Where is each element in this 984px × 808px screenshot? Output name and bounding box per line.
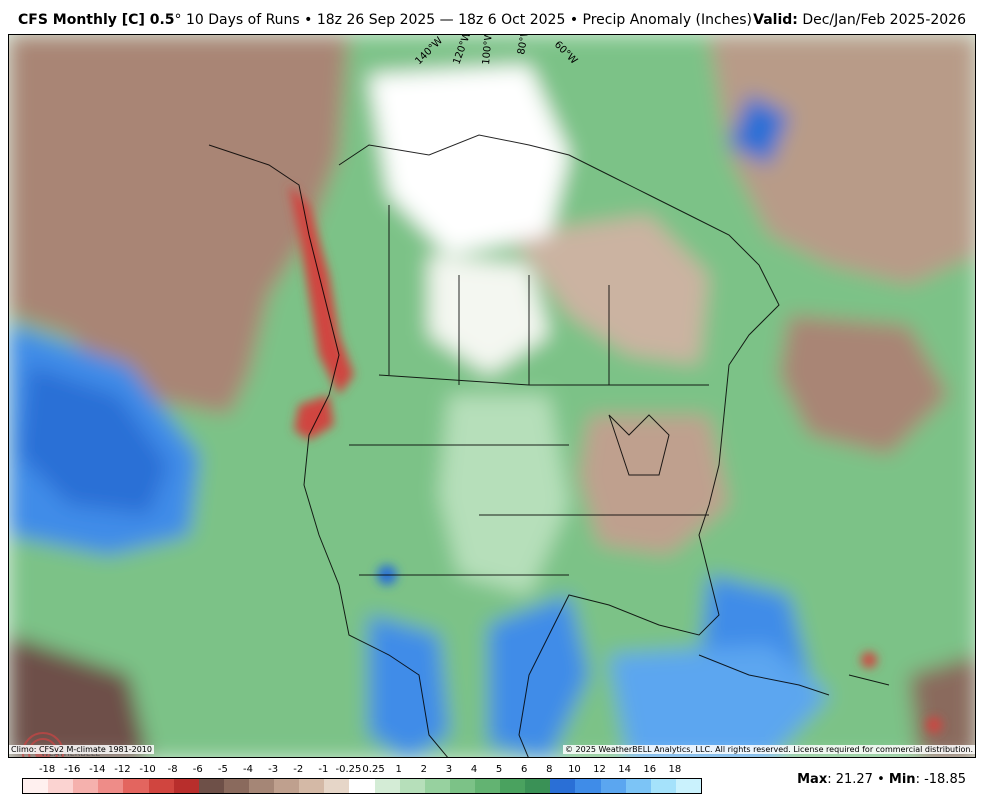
legend-swatch — [48, 779, 74, 793]
run-info: 10 Days of Runs • 18z 26 Sep 2025 — 18z … — [185, 12, 752, 28]
max-value: 21.27 — [835, 772, 873, 787]
legend-swatch — [525, 779, 551, 793]
legend-swatch — [449, 779, 475, 793]
legend-tick-label: 12 — [593, 764, 606, 775]
map-panel[interactable]: 140°W 120°W 100°W 80°W 60°W WEATHERBELL — [8, 34, 976, 758]
legend-tick-label: -1 — [318, 764, 329, 775]
legend-tick-label: -10 — [139, 764, 156, 775]
legend-swatch — [98, 779, 124, 793]
legend-tick-label: -8 — [167, 764, 178, 775]
legend-tick-label: 16 — [643, 764, 657, 775]
legend-swatch — [675, 779, 701, 793]
legend-tick-label: 0.25 — [362, 764, 385, 775]
header: CFS Monthly [C] 0.5° 10 Days of Runs • 1… — [0, 0, 984, 34]
legend-tick-label: -2 — [293, 764, 304, 775]
valid-label: Valid: — [753, 12, 798, 28]
legend-tick-label: -12 — [114, 764, 131, 775]
legend-swatch — [123, 779, 149, 793]
max-label: Max — [797, 772, 828, 787]
legend-tick-label: -3 — [268, 764, 279, 775]
lon-label-100w: 100°W — [481, 35, 495, 65]
legend-swatch — [73, 779, 99, 793]
legend-swatch — [324, 779, 350, 793]
legend-tick-label: -14 — [89, 764, 106, 775]
legend-swatch — [600, 779, 626, 793]
legend-swatch — [625, 779, 651, 793]
legend-tick-label: 6 — [521, 764, 528, 775]
legend-tick-label: -6 — [192, 764, 203, 775]
legend-swatch — [399, 779, 425, 793]
stats-separator: • — [877, 772, 885, 787]
climo-credit: Climo: CFSv2 M-climate 1981-2010 — [9, 745, 154, 754]
legend-swatch — [299, 779, 325, 793]
legend-swatch — [223, 779, 249, 793]
legend-tick-label: 8 — [546, 764, 553, 775]
legend-swatch — [173, 779, 199, 793]
legend-tick-label: 4 — [470, 764, 478, 775]
legend-swatch — [550, 779, 576, 793]
degree-symbol: ° — [174, 12, 182, 28]
legend-swatch — [23, 779, 49, 793]
legend-tick-label: -4 — [243, 764, 253, 775]
legend-tick-label: -0.25 — [335, 764, 362, 775]
min-label: Min — [888, 772, 916, 787]
lon-label-80w: 80°W — [516, 35, 532, 56]
model-name: CFS Monthly [C] 0.5 — [18, 12, 175, 28]
valid-value: Dec/Jan/Feb 2025-2026 — [802, 12, 966, 28]
legend-swatch — [424, 779, 450, 793]
legend-swatch — [500, 779, 526, 793]
precip-anomaly-map[interactable]: 140°W 120°W 100°W 80°W 60°W — [9, 35, 976, 758]
legend-color-bar — [22, 778, 702, 794]
legend-swatch — [274, 779, 300, 793]
legend-swatch — [349, 779, 375, 793]
legend-tick-label: 5 — [495, 764, 503, 775]
max-min-stats: Max: 21.27 • Min: -18.85 — [797, 772, 966, 787]
legend-swatch — [248, 779, 275, 793]
valid-period: Valid: Dec/Jan/Feb 2025-2026 — [753, 12, 966, 28]
legend-tick-label: 2 — [420, 764, 427, 775]
legend-swatch — [198, 779, 224, 793]
legend-swatch — [474, 779, 501, 793]
legend-tick-label: -16 — [64, 764, 81, 775]
legend-tick-label: -5 — [217, 764, 228, 775]
legend-tick-label: 18 — [668, 764, 682, 775]
color-legend: -18 -16 -14 -12 -10 -8 -6 -5 -4 -3 -2 -1 -0.25 0.25 1 2… — [22, 762, 702, 798]
legend-swatch — [575, 779, 601, 793]
legend-tick-label: 3 — [445, 764, 453, 775]
map-title: CFS Monthly [C] 0.5° 10 Days of Runs • 1… — [18, 12, 752, 28]
legend-tick-label: -18 — [38, 764, 56, 775]
min-value: -18.85 — [924, 772, 966, 787]
legend-tick-label: 10 — [568, 764, 581, 775]
copyright-credit: © 2025 WeatherBELL Analytics, LLC. All r… — [563, 745, 975, 754]
legend-swatch — [374, 779, 400, 793]
legend-tick-label: 14 — [618, 764, 632, 775]
legend-tick-labels: -18 -16 -14 -12 -10 -8 -6 -5 -4 -3 -2 -1 -0.25 0.25 1 2… — [22, 764, 702, 776]
legend-swatch — [650, 779, 676, 793]
legend-swatch — [148, 779, 174, 793]
legend-tick-label: 1 — [395, 764, 402, 775]
